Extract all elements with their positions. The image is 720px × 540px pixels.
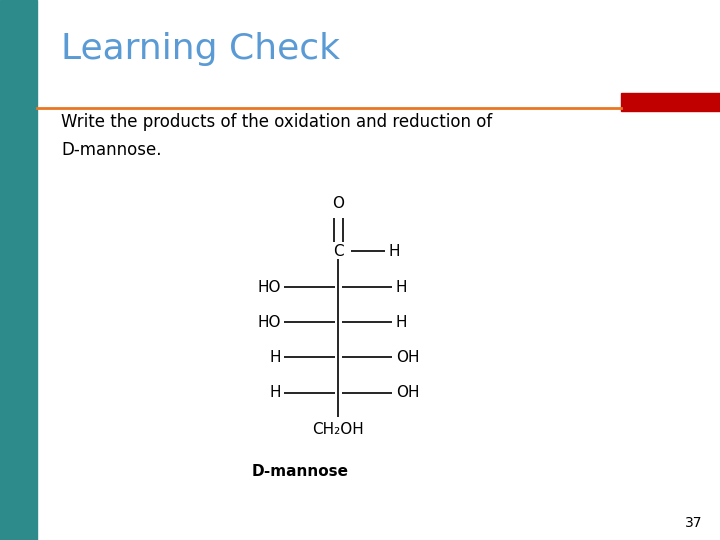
Text: OH: OH bbox=[396, 385, 420, 400]
Text: 37: 37 bbox=[685, 516, 702, 530]
Text: H: H bbox=[389, 244, 400, 259]
Text: Write the products of the oxidation and reduction of
D-mannose.: Write the products of the oxidation and … bbox=[61, 113, 492, 159]
Text: HO: HO bbox=[257, 315, 281, 330]
Text: HO: HO bbox=[257, 280, 281, 295]
Text: H: H bbox=[396, 280, 408, 295]
Text: OH: OH bbox=[396, 350, 420, 365]
Text: Learning Check: Learning Check bbox=[61, 32, 340, 66]
Text: H: H bbox=[396, 315, 408, 330]
Text: D-mannose: D-mannose bbox=[252, 464, 349, 480]
Text: CH₂OH: CH₂OH bbox=[312, 422, 364, 437]
Text: C: C bbox=[333, 244, 343, 259]
Text: O: O bbox=[333, 195, 344, 211]
Text: H: H bbox=[269, 385, 281, 400]
Text: H: H bbox=[269, 350, 281, 365]
